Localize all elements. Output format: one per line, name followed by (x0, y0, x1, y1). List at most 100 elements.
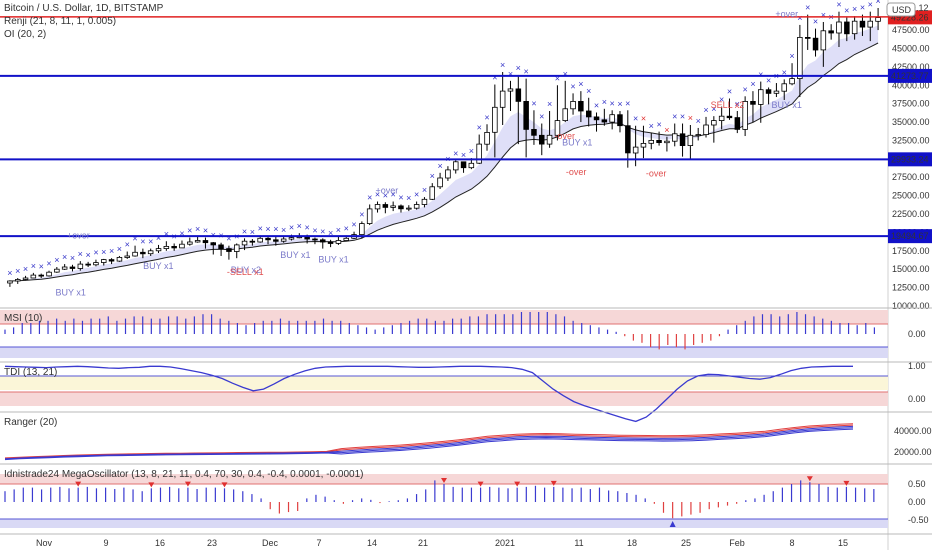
renji-marker: × (805, 3, 810, 13)
candle-body (445, 169, 451, 179)
candle-body (765, 89, 772, 94)
candle-body (648, 139, 655, 144)
candle-body (789, 78, 795, 85)
candle-body (265, 237, 271, 241)
renji-marker: × (836, 0, 841, 10)
candle-body (797, 37, 803, 80)
renji-marker: × (672, 112, 677, 122)
renji-marker: × (265, 224, 270, 234)
candle-body (484, 131, 490, 145)
time-tick-label: 2021 (495, 538, 515, 548)
level-price-badge (888, 229, 932, 244)
candle-body (562, 108, 569, 122)
renji-marker: × (797, 13, 802, 23)
renji-marker: × (211, 230, 216, 240)
signal-annotation: -SELL x1 (227, 267, 264, 277)
renji-marker: × (109, 246, 114, 256)
candle-body (30, 274, 37, 279)
mega-sell-marker (221, 482, 228, 488)
candle-body (781, 83, 788, 92)
candle-body (672, 133, 678, 142)
renji-marker: × (531, 98, 536, 108)
level-price-label: 19494.67 (891, 231, 929, 241)
chart-overlays: 41273.7729933.2419494.6749228.2649289.12… (0, 3, 932, 298)
renji-marker: × (750, 79, 755, 89)
candle-body (578, 101, 584, 112)
renji-marker: × (594, 100, 599, 110)
candle-body (163, 245, 170, 249)
candle-body (844, 21, 850, 35)
renji-marker: × (696, 116, 701, 126)
renji-marker: × (203, 226, 208, 236)
renji-marker: × (523, 67, 528, 77)
renji-marker: × (344, 223, 349, 233)
candle-body (476, 143, 482, 164)
tdi-line (4, 365, 853, 423)
price-tick-label: 32500.00 (892, 135, 930, 145)
renji-marker: × (461, 150, 466, 160)
candle-body (875, 17, 881, 22)
mega-sell-marker (477, 481, 484, 487)
mega-sell-marker (148, 482, 155, 488)
candle-body (531, 128, 537, 136)
time-tick-label: 9 (103, 538, 108, 548)
currency-button[interactable] (886, 2, 916, 17)
candle-body (734, 117, 741, 130)
renji-marker: × (258, 223, 263, 233)
candle-body (805, 37, 811, 39)
signal-annotation: -over (566, 167, 587, 177)
renji-marker: × (289, 223, 294, 233)
renji-marker: × (414, 190, 419, 200)
price-tick-label: 15000.00 (892, 264, 930, 274)
renji-marker: × (633, 114, 638, 124)
candle-body (101, 259, 107, 263)
tdi-low-zone (0, 392, 888, 406)
renji-marker: × (492, 73, 497, 83)
signal-annotation: BUY x1 (562, 138, 592, 148)
price-tick-label: 45000.00 (892, 43, 930, 53)
candle-body (14, 279, 21, 282)
level-price-badge (888, 152, 932, 167)
renji-marker: × (367, 192, 372, 202)
renji-marker: × (406, 193, 411, 203)
price-tick-label: 27500.00 (892, 172, 930, 182)
candle-body (820, 30, 827, 51)
renji-marker: × (649, 121, 654, 131)
renji-marker: × (273, 224, 278, 234)
renji-marker: × (469, 146, 474, 156)
currency-button-label[interactable]: USD (892, 5, 912, 15)
price-tick-label: 22500.00 (892, 209, 930, 219)
renji-marker: × (351, 220, 356, 230)
renji-marker: × (782, 67, 787, 77)
renji-marker: × (31, 261, 36, 271)
indicator-oi-label: OI (20, 2) (4, 29, 46, 40)
renji-marker: × (46, 259, 51, 269)
candle-body (257, 237, 263, 243)
signal-annotation: BUY x1 (143, 261, 173, 271)
candle-body (390, 205, 396, 208)
tdi-mid-zone (0, 376, 888, 390)
candle-body (233, 244, 240, 252)
candle-body (726, 115, 733, 119)
signal-annotation: SELL x2 (711, 100, 745, 110)
signal-annotation: +over (67, 230, 90, 240)
renji-marker: × (735, 99, 740, 109)
time-tick-label: 18 (627, 538, 637, 548)
renji-marker: × (85, 250, 90, 260)
price-pane[interactable]: × × × × × × × × × × × × × × × ×× × × × × × × × × × ×× × × × × × × × × × × × ×… (7, 0, 881, 287)
renji-marker: × (383, 190, 388, 200)
renji-marker: × (398, 192, 403, 202)
renji-marker: × (766, 75, 771, 85)
renji-marker: × (375, 190, 380, 200)
time-tick-label: 25 (681, 538, 691, 548)
candle-body (507, 88, 514, 92)
candle-body (640, 142, 647, 148)
candle-body (718, 115, 725, 121)
chart-title: Bitcoin / U.S. Dollar, 1D, BITSTAMP (4, 3, 164, 14)
renji-marker: × (719, 95, 724, 105)
msi-label: MSI (10) (4, 313, 42, 324)
current-price-label: 49228.26 (891, 12, 929, 22)
candle-body (742, 101, 748, 130)
